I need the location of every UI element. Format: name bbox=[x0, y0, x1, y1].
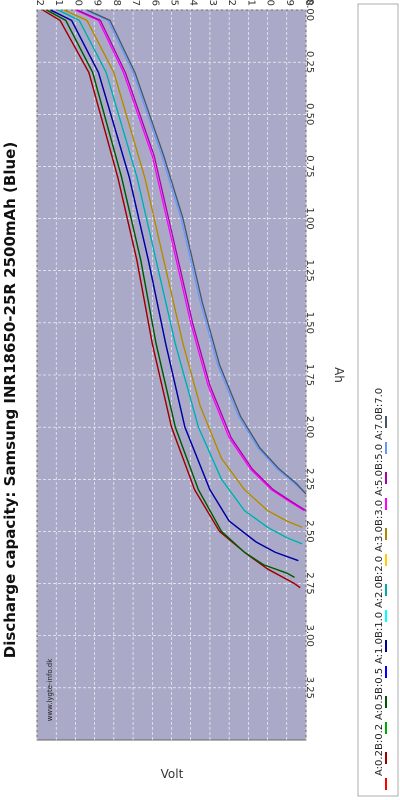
series-line bbox=[84, 9, 307, 495]
legend-label: B:2.0 bbox=[374, 556, 385, 582]
x-tick-label: 3.00 bbox=[304, 625, 315, 647]
series-line bbox=[86, 9, 307, 495]
series-line bbox=[77, 9, 307, 512]
x-tick-label: 2.50 bbox=[304, 520, 315, 542]
y-tick-label: 2.8 bbox=[303, 0, 314, 6]
legend-frame bbox=[357, 3, 399, 797]
x-tick-label: 1.75 bbox=[304, 364, 315, 386]
y-tick-label: 3.2 bbox=[226, 0, 237, 6]
y-tick-label: 3.9 bbox=[92, 0, 103, 6]
legend-label: B:0.2 bbox=[374, 724, 385, 750]
x-tick-label: 2.00 bbox=[304, 416, 315, 438]
y-tick-label: 3.5 bbox=[169, 0, 180, 6]
x-tick-label: 1.50 bbox=[304, 312, 315, 334]
series-line bbox=[63, 9, 303, 528]
legend-label: A:0.2 bbox=[374, 750, 385, 776]
y-tick-label: 3.4 bbox=[188, 0, 199, 6]
y-tick-label: 3.6 bbox=[149, 0, 160, 6]
legend-label: A:5.0 bbox=[374, 470, 385, 496]
series-line bbox=[57, 9, 303, 545]
y-tick-label: 4.2 bbox=[34, 0, 45, 6]
y-tick-label: 4.1 bbox=[53, 0, 64, 6]
legend-label: B:1.0 bbox=[374, 612, 385, 638]
series-line bbox=[46, 9, 295, 578]
watermark: www.lygte-info.dk bbox=[46, 658, 54, 722]
y-tick-label: 3.3 bbox=[207, 0, 218, 6]
x-tick-label: 0.00 bbox=[304, 0, 315, 21]
x-tick-label: 0.25 bbox=[304, 51, 315, 73]
x-tick-label: 1.25 bbox=[304, 260, 315, 282]
series-line bbox=[75, 9, 305, 512]
y-tick-label: 3.7 bbox=[130, 0, 141, 6]
plot-layer: 0.00 0.25 0.50 0.75 1.00 1.25 1.50 1.75 2.00 2.25… bbox=[34, 0, 315, 741]
legend: A:0.2B:0.2 A:0.5B:0.5 A:1.0B:1.0 A:2.0B:2.0… bbox=[357, 3, 399, 797]
legend-label: A:0.5 bbox=[374, 694, 385, 720]
y-tick-label: 2.9 bbox=[284, 0, 295, 6]
legend-label: B:0.5 bbox=[374, 668, 385, 694]
legend-label: A:2.0 bbox=[374, 582, 385, 608]
series-line bbox=[50, 9, 299, 562]
y-tick-label: 3.1 bbox=[245, 0, 256, 6]
chart-title: Discharge capacity: Samsung INR18650-25R… bbox=[1, 142, 19, 658]
legend-label: B:5.0 bbox=[374, 444, 385, 470]
x-axis-title: Ah bbox=[332, 367, 346, 383]
y-axis-title: Volt bbox=[161, 767, 184, 781]
legend-label: A:3.0 bbox=[374, 526, 385, 552]
legend-label: A:7.0 bbox=[374, 414, 385, 440]
series-line bbox=[42, 9, 301, 589]
x-tick-label: 2.75 bbox=[304, 572, 315, 594]
legend-label: B:7.0 bbox=[374, 388, 385, 414]
x-tick-label: 0.75 bbox=[304, 155, 315, 177]
y-tick-label: 4.0 bbox=[72, 0, 83, 6]
legend-label: A:1.0 bbox=[374, 638, 385, 664]
x-tick-label: 2.25 bbox=[304, 468, 315, 490]
y-tick-label: 3.0 bbox=[265, 0, 276, 6]
y-tick-label: 3.8 bbox=[111, 0, 122, 6]
legend-label: B:3.0 bbox=[374, 500, 385, 526]
x-tick-label: 0.50 bbox=[304, 103, 315, 125]
x-tick-label: 1.00 bbox=[304, 207, 315, 229]
x-tick-label: 3.25 bbox=[304, 677, 315, 699]
